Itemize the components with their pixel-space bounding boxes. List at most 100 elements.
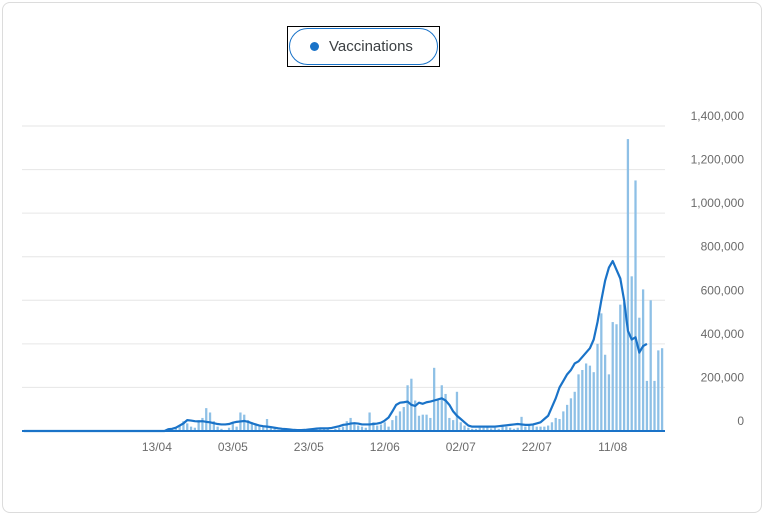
bar-78[interactable] <box>319 428 322 431</box>
bar-141[interactable] <box>558 419 561 431</box>
bar-94[interactable] <box>379 424 383 431</box>
bar-100[interactable] <box>402 407 405 431</box>
bar-41[interactable] <box>178 425 181 431</box>
bar-133[interactable] <box>528 425 531 431</box>
bar-162[interactable] <box>638 317 641 431</box>
bar-84[interactable] <box>341 426 345 431</box>
bar-85[interactable] <box>345 421 348 431</box>
bar-98[interactable] <box>395 415 398 431</box>
bar-89[interactable] <box>360 426 364 431</box>
bar-138[interactable] <box>547 425 550 431</box>
bar-135[interactable] <box>535 426 538 431</box>
bar-151[interactable] <box>596 343 599 431</box>
bar-126[interactable] <box>501 426 504 431</box>
bar-166[interactable] <box>653 380 656 431</box>
bar-61[interactable] <box>254 423 257 432</box>
bar-97[interactable] <box>391 420 394 431</box>
bar-83[interactable] <box>338 427 341 431</box>
bar-40[interactable] <box>174 427 177 431</box>
bar-159[interactable] <box>626 139 630 431</box>
bar-115[interactable] <box>459 422 462 431</box>
bar-150[interactable] <box>592 372 595 431</box>
bar-112[interactable] <box>448 417 451 431</box>
bar-92[interactable] <box>372 422 375 431</box>
bar-125[interactable] <box>497 428 500 431</box>
bar-147[interactable] <box>581 370 584 431</box>
bar-160[interactable] <box>630 276 633 431</box>
bar-119[interactable] <box>474 428 478 431</box>
bar-114[interactable] <box>455 391 459 431</box>
bar-105[interactable] <box>421 414 424 431</box>
bar-109[interactable] <box>436 400 440 432</box>
bar-107[interactable] <box>429 417 432 431</box>
bar-167[interactable] <box>657 350 660 431</box>
bar-88[interactable] <box>357 425 360 431</box>
bar-93[interactable] <box>376 425 379 431</box>
bar-56[interactable] <box>235 426 238 431</box>
bar-142[interactable] <box>562 411 565 431</box>
bar-148[interactable] <box>584 363 588 431</box>
bar-127[interactable] <box>505 426 508 431</box>
bar-52[interactable] <box>220 428 223 431</box>
bar-124[interactable] <box>493 427 497 431</box>
bar-123[interactable] <box>490 428 493 431</box>
bar-96[interactable] <box>387 426 390 431</box>
bar-111[interactable] <box>444 393 447 431</box>
bar-136[interactable] <box>539 426 542 431</box>
bar-161[interactable] <box>634 180 637 431</box>
bar-165[interactable] <box>649 300 652 431</box>
bar-66[interactable] <box>273 428 276 431</box>
bar-117[interactable] <box>467 427 470 431</box>
bar-63[interactable] <box>262 425 265 431</box>
bar-42[interactable] <box>182 421 185 431</box>
bar-156[interactable] <box>615 324 618 431</box>
bar-47[interactable] <box>201 417 204 431</box>
bar-90[interactable] <box>364 427 367 431</box>
bar-144[interactable] <box>569 398 573 431</box>
bar-46[interactable] <box>197 420 200 431</box>
bar-145[interactable] <box>573 391 576 431</box>
bar-58[interactable] <box>243 414 246 431</box>
bar-120[interactable] <box>478 427 481 431</box>
bar-113[interactable] <box>452 420 455 431</box>
bar-118[interactable] <box>471 428 474 431</box>
bar-62[interactable] <box>258 426 261 431</box>
bar-122[interactable] <box>486 426 489 431</box>
bar-95[interactable] <box>383 422 386 431</box>
bar-101[interactable] <box>406 385 409 431</box>
bar-99[interactable] <box>398 411 402 431</box>
bar-154[interactable] <box>607 374 611 431</box>
bar-44[interactable] <box>189 426 193 431</box>
bar-48[interactable] <box>205 408 208 432</box>
bar-77[interactable] <box>315 428 318 431</box>
bar-157[interactable] <box>619 304 622 431</box>
bar-110[interactable] <box>440 385 443 431</box>
bar-158[interactable] <box>622 302 626 431</box>
bar-54[interactable] <box>227 427 231 431</box>
bar-132[interactable] <box>524 426 527 431</box>
bar-155[interactable] <box>611 322 614 431</box>
bar-43[interactable] <box>186 423 189 432</box>
bar-121[interactable] <box>482 427 485 431</box>
bar-164[interactable] <box>645 380 649 431</box>
bar-153[interactable] <box>603 354 607 431</box>
bar-104[interactable] <box>417 415 421 431</box>
bar-163[interactable] <box>641 289 645 431</box>
bar-106[interactable] <box>425 414 428 431</box>
legend-item-vaccinations[interactable]: Vaccinations <box>289 28 438 65</box>
bar-146[interactable] <box>577 374 580 431</box>
bar-152[interactable] <box>600 313 603 431</box>
bar-82[interactable] <box>334 428 337 431</box>
bar-140[interactable] <box>554 417 557 431</box>
bar-64[interactable] <box>265 419 269 431</box>
bar-139[interactable] <box>550 422 554 431</box>
bar-128[interactable] <box>509 427 512 431</box>
bar-149[interactable] <box>588 365 592 431</box>
bar-116[interactable] <box>463 425 466 431</box>
bar-59[interactable] <box>246 420 250 431</box>
bar-51[interactable] <box>216 426 219 431</box>
bar-103[interactable] <box>414 400 417 432</box>
bar-87[interactable] <box>353 424 356 431</box>
bar-130[interactable] <box>516 427 519 431</box>
bar-143[interactable] <box>565 404 569 431</box>
